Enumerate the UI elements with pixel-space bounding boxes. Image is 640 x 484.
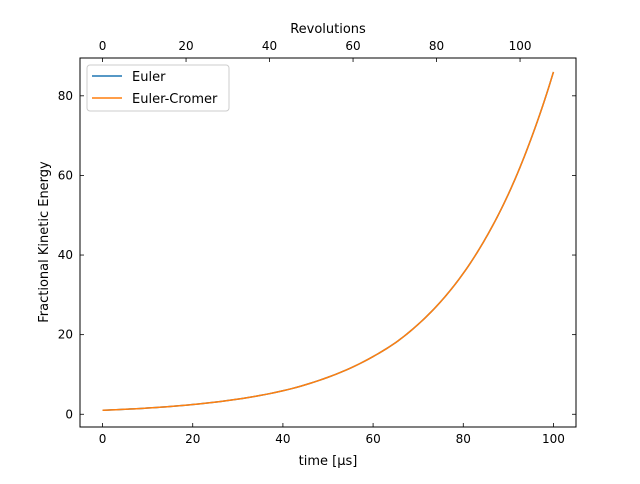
top-x-tick-label: 20: [178, 39, 193, 53]
y-tick-label: 0: [65, 407, 73, 421]
y-axis-left: 0 20 40 60 80: [58, 89, 84, 421]
x-tick-label: 20: [185, 432, 200, 446]
top-x-tick-label: 100: [509, 39, 532, 53]
legend-label-euler: Euler: [132, 70, 166, 85]
y-tick-label: 60: [58, 168, 73, 182]
legend-box: [86, 64, 230, 112]
series-layer: [102, 71, 555, 412]
legend-label-euler-cromer: Euler-Cromer: [132, 92, 218, 107]
y-tick-label: 80: [58, 89, 73, 103]
y-tick-label: 40: [58, 248, 73, 262]
top-x-tick-label: 60: [345, 39, 360, 53]
x-tick-label: 60: [365, 432, 380, 446]
y-tick-label: 20: [58, 328, 73, 342]
x-axis-label: time [μs]: [299, 454, 358, 469]
plot-background: [80, 58, 576, 427]
x-tick-label: 100: [542, 432, 565, 446]
series-line-euler-cromer: [102, 71, 555, 412]
x-tick-label: 0: [99, 432, 107, 446]
top-x-tick-label: 40: [262, 39, 277, 53]
x-axis-bottom: 0 20 40 60 80 100: [99, 423, 565, 446]
top-x-axis-label: Revolutions: [290, 22, 366, 37]
x-tick-label: 40: [275, 432, 290, 446]
legend: Euler Euler-Cromer: [86, 64, 230, 112]
top-x-tick-label: 0: [99, 39, 107, 53]
x-tick-label: 80: [456, 432, 471, 446]
y-axis-right: [572, 95, 576, 415]
x-axis-top: 0 20 40 60 80 100: [99, 39, 532, 62]
top-x-tick-label: 80: [429, 39, 444, 53]
plot-frame: [79, 57, 577, 428]
y-axis-label: Fractional Kinetic Energy: [37, 161, 52, 323]
